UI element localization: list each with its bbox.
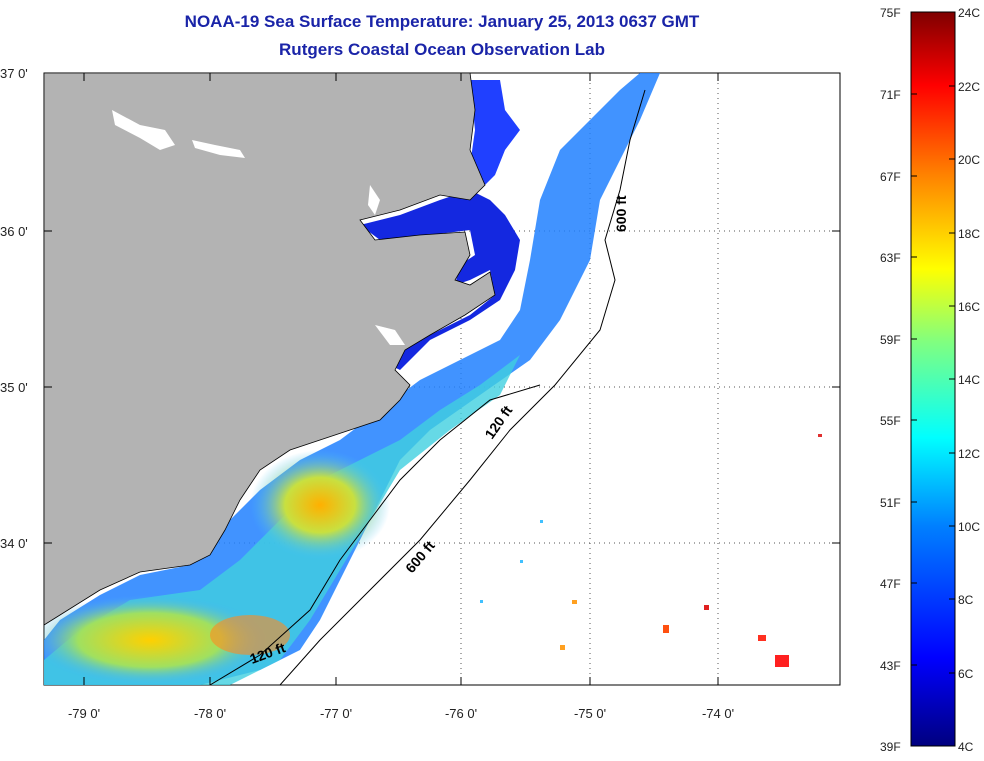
cb-f-label: 75F [880, 6, 901, 20]
albemarle-sound [470, 80, 520, 190]
cb-c-label: 12C [958, 447, 980, 461]
land-mass [44, 73, 496, 626]
offshore-pixels [480, 434, 822, 667]
cb-c-label: 14C [958, 373, 980, 387]
warm-patch [250, 450, 390, 560]
lat-label-35: 35 0' [0, 380, 28, 395]
cb-c-label: 4C [958, 740, 974, 754]
cb-c-label: 20C [958, 153, 980, 167]
lon-label-74: -74 0' [702, 706, 734, 721]
cb-c-label: 16C [958, 300, 980, 314]
cb-f-label: 43F [880, 659, 901, 673]
cb-c-label: 22C [958, 80, 980, 94]
lat-label-36: 36 0' [0, 224, 28, 239]
map-title: NOAA-19 Sea Surface Temperature: January… [184, 12, 700, 31]
lon-label-76: -76 0' [445, 706, 477, 721]
lat-label-37: 37 0' [0, 66, 28, 81]
warm-patch [210, 615, 290, 655]
colorbar-ticks [911, 85, 955, 674]
lat-label-34: 34 0' [0, 536, 28, 551]
contour-120ft [209, 384, 541, 685]
pamlico-sound [360, 190, 520, 370]
lon-label-78: -78 0' [194, 706, 226, 721]
cb-f-label: 63F [880, 251, 901, 265]
cb-c-label: 8C [958, 593, 974, 607]
lon-label-75: -75 0' [574, 706, 606, 721]
warm-patch [44, 595, 270, 685]
cb-f-label: 71F [880, 88, 901, 102]
cb-f-label: 51F [880, 496, 901, 510]
cb-f-label: 67F [880, 170, 901, 184]
contour-label-600ft-north: 600 ft [613, 195, 629, 232]
cb-c-label: 24C [958, 6, 980, 20]
inland-water [112, 110, 405, 345]
cb-f-label: 47F [880, 577, 901, 591]
cb-f-label: 55F [880, 414, 901, 428]
cb-c-label: 6C [958, 667, 974, 681]
cb-c-label: 18C [958, 227, 980, 241]
cb-f-label: 39F [880, 740, 901, 754]
map-subtitle: Rutgers Coastal Ocean Observation Lab [279, 40, 605, 59]
colorbar [910, 11, 956, 747]
cb-c-label: 10C [958, 520, 980, 534]
contour-600ft [279, 89, 646, 685]
lon-label-79: -79 0' [68, 706, 100, 721]
lon-label-77: -77 0' [320, 706, 352, 721]
cb-f-label: 59F [880, 333, 901, 347]
axis-ticks [44, 73, 840, 685]
